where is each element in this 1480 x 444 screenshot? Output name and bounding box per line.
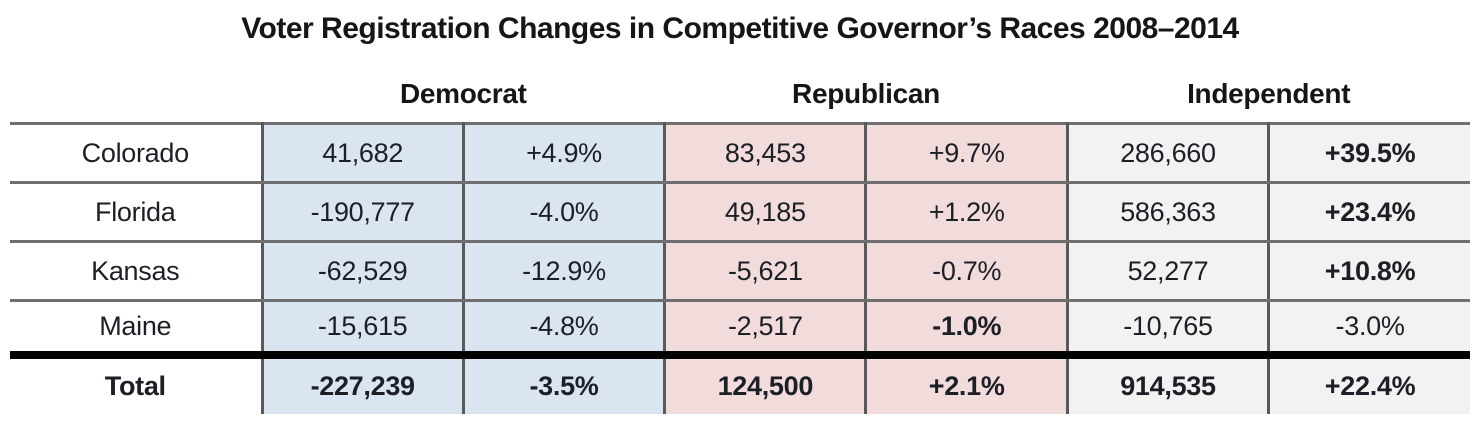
- party-header-row: Democrat Republican Independent: [10, 78, 1470, 122]
- ind-change-cell: 586,363: [1065, 182, 1269, 243]
- rep-change-cell: -2,517: [663, 300, 866, 359]
- dem-pct-cell: +4.9%: [461, 123, 665, 184]
- ind-pct-cell: +10.8%: [1267, 241, 1470, 302]
- table-row-maine: Maine -15,615 -4.8% -2,517 -1.0% -10,765…: [10, 300, 1470, 359]
- independent-column-header: Independent: [1187, 78, 1351, 109]
- table-row-total: Total -227,239 -3.5% 124,500 +2.1% 914,5…: [10, 354, 1470, 414]
- ind-change-cell: -10,765: [1065, 300, 1269, 359]
- dem-pct-cell: -3.5%: [461, 354, 665, 414]
- state-cell: Florida: [10, 182, 262, 243]
- state-cell: Colorado: [10, 123, 262, 184]
- dem-pct-cell: -4.8%: [461, 300, 665, 359]
- rep-pct-cell: -0.7%: [864, 241, 1068, 302]
- rep-pct-cell: +1.2%: [864, 182, 1068, 243]
- state-cell: Kansas: [10, 241, 262, 302]
- dem-change-cell: -62,529: [260, 241, 464, 302]
- state-cell: Maine: [10, 300, 262, 359]
- ind-pct-cell: -3.0%: [1267, 300, 1470, 359]
- dem-pct-cell: -4.0%: [461, 182, 665, 243]
- rep-change-cell: 49,185: [663, 182, 866, 243]
- ind-change-cell: 52,277: [1065, 241, 1269, 302]
- voter-registration-table: Colorado 41,682 +4.9% 83,453 +9.7% 286,6…: [10, 122, 1470, 414]
- table-row-florida: Florida -190,777 -4.0% 49,185 +1.2% 586,…: [10, 182, 1470, 243]
- rep-change-cell: 83,453: [663, 123, 866, 184]
- rep-change-cell: 124,500: [663, 354, 866, 414]
- ind-change-cell: 914,535: [1065, 354, 1269, 414]
- rep-pct-cell: +9.7%: [864, 123, 1068, 184]
- republican-column-header: Republican: [792, 78, 940, 109]
- rep-pct-cell: +2.1%: [864, 354, 1068, 414]
- ind-pct-cell: +23.4%: [1267, 182, 1470, 243]
- table-row-kansas: Kansas -62,529 -12.9% -5,621 -0.7% 52,27…: [10, 241, 1470, 302]
- ind-change-cell: 286,660: [1065, 123, 1269, 184]
- dem-change-cell: -227,239: [260, 354, 464, 414]
- state-cell: Total: [10, 354, 262, 414]
- dem-pct-cell: -12.9%: [461, 241, 665, 302]
- rep-change-cell: -5,621: [663, 241, 866, 302]
- table-row-colorado: Colorado 41,682 +4.9% 83,453 +9.7% 286,6…: [10, 123, 1470, 184]
- democrat-column-header: Democrat: [399, 78, 527, 109]
- dem-change-cell: -15,615: [260, 300, 464, 359]
- ind-pct-cell: +22.4%: [1267, 354, 1470, 414]
- page-title: Voter Registration Changes in Competitiv…: [241, 12, 1239, 45]
- dem-change-cell: 41,682: [260, 123, 464, 184]
- rep-pct-cell: -1.0%: [864, 300, 1068, 359]
- ind-pct-cell: +39.5%: [1267, 123, 1470, 184]
- dem-change-cell: -190,777: [260, 182, 464, 243]
